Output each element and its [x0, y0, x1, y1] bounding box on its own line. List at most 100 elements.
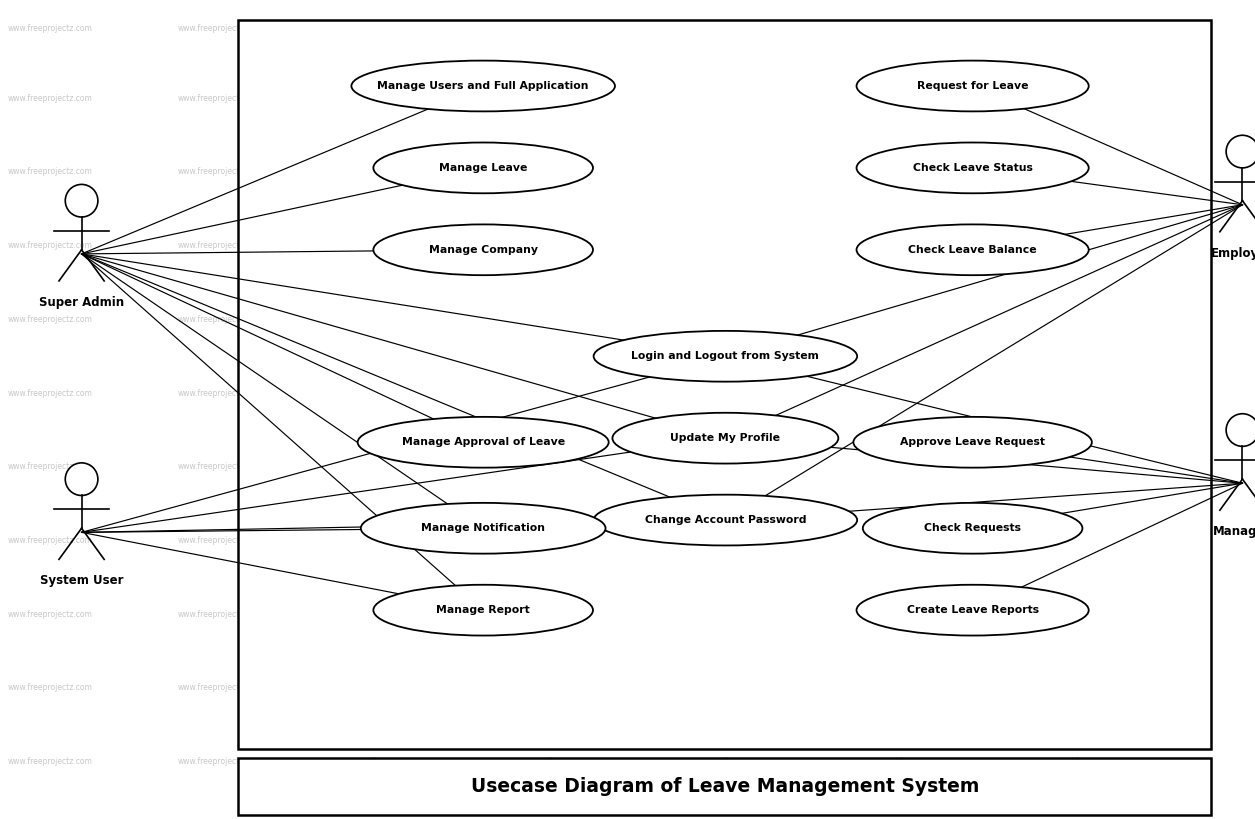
Text: Manage Leave: Manage Leave: [439, 163, 527, 173]
Ellipse shape: [1226, 135, 1255, 168]
Text: Approve Leave Request: Approve Leave Request: [900, 437, 1045, 447]
Text: www.freeprojectz.com: www.freeprojectz.com: [704, 758, 789, 766]
Text: www.freeprojectz.com: www.freeprojectz.com: [528, 389, 614, 397]
Text: www.freeprojectz.com: www.freeprojectz.com: [880, 536, 965, 545]
Text: Check Leave Balance: Check Leave Balance: [909, 245, 1037, 255]
Text: www.freeprojectz.com: www.freeprojectz.com: [353, 389, 438, 397]
Text: www.freeprojectz.com: www.freeprojectz.com: [8, 242, 93, 250]
Text: www.freeprojectz.com: www.freeprojectz.com: [1055, 242, 1141, 250]
Ellipse shape: [1226, 414, 1255, 446]
Ellipse shape: [856, 585, 1089, 636]
Text: www.freeprojectz.com: www.freeprojectz.com: [880, 315, 965, 324]
Text: www.freeprojectz.com: www.freeprojectz.com: [528, 94, 614, 102]
Text: www.freeprojectz.com: www.freeprojectz.com: [1055, 536, 1141, 545]
Text: System User: System User: [40, 574, 123, 587]
Text: Check Requests: Check Requests: [924, 523, 1022, 533]
Text: www.freeprojectz.com: www.freeprojectz.com: [353, 94, 438, 102]
Text: www.freeprojectz.com: www.freeprojectz.com: [8, 25, 93, 33]
Text: www.freeprojectz.com: www.freeprojectz.com: [353, 536, 438, 545]
Ellipse shape: [856, 143, 1089, 193]
Ellipse shape: [374, 585, 592, 636]
Text: www.freeprojectz.com: www.freeprojectz.com: [177, 315, 262, 324]
Text: www.freeprojectz.com: www.freeprojectz.com: [528, 25, 614, 33]
Ellipse shape: [612, 413, 838, 464]
Text: Request for Leave: Request for Leave: [917, 81, 1028, 91]
Text: www.freeprojectz.com: www.freeprojectz.com: [1055, 758, 1141, 766]
Text: www.freeprojectz.com: www.freeprojectz.com: [880, 610, 965, 618]
FancyBboxPatch shape: [238, 20, 1211, 749]
Text: www.freeprojectz.com: www.freeprojectz.com: [1055, 25, 1141, 33]
Text: www.freeprojectz.com: www.freeprojectz.com: [353, 168, 438, 176]
Text: www.freeprojectz.com: www.freeprojectz.com: [177, 242, 262, 250]
Text: www.freeprojectz.com: www.freeprojectz.com: [704, 684, 789, 692]
Text: Manage Company: Manage Company: [429, 245, 537, 255]
Text: www.freeprojectz.com: www.freeprojectz.com: [880, 389, 965, 397]
Text: www.freeprojectz.com: www.freeprojectz.com: [528, 315, 614, 324]
Text: www.freeprojectz.com: www.freeprojectz.com: [880, 758, 965, 766]
Text: Check Leave Status: Check Leave Status: [912, 163, 1033, 173]
Text: www.freeprojectz.com: www.freeprojectz.com: [528, 610, 614, 618]
Text: www.freeprojectz.com: www.freeprojectz.com: [1055, 610, 1141, 618]
Text: www.freeprojectz.com: www.freeprojectz.com: [353, 463, 438, 471]
Ellipse shape: [374, 143, 592, 193]
Ellipse shape: [351, 61, 615, 111]
Text: www.freeprojectz.com: www.freeprojectz.com: [177, 168, 262, 176]
Ellipse shape: [65, 184, 98, 217]
Text: www.freeprojectz.com: www.freeprojectz.com: [8, 463, 93, 471]
Text: www.freeprojectz.com: www.freeprojectz.com: [8, 758, 93, 766]
Text: www.freeprojectz.com: www.freeprojectz.com: [704, 463, 789, 471]
Text: www.freeprojectz.com: www.freeprojectz.com: [8, 315, 93, 324]
Text: www.freeprojectz.com: www.freeprojectz.com: [704, 94, 789, 102]
Ellipse shape: [358, 417, 609, 468]
Text: www.freeprojectz.com: www.freeprojectz.com: [1055, 315, 1141, 324]
Text: www.freeprojectz.com: www.freeprojectz.com: [177, 536, 262, 545]
Text: www.freeprojectz.com: www.freeprojectz.com: [8, 610, 93, 618]
Text: Login and Logout from System: Login and Logout from System: [631, 351, 820, 361]
Text: www.freeprojectz.com: www.freeprojectz.com: [528, 242, 614, 250]
Text: Change Account Password: Change Account Password: [645, 515, 806, 525]
Text: Manage Approval of Leave: Manage Approval of Leave: [402, 437, 565, 447]
Text: www.freeprojectz.com: www.freeprojectz.com: [177, 610, 262, 618]
Text: www.freeprojectz.com: www.freeprojectz.com: [1055, 389, 1141, 397]
Text: www.freeprojectz.com: www.freeprojectz.com: [353, 758, 438, 766]
Text: www.freeprojectz.com: www.freeprojectz.com: [353, 315, 438, 324]
Text: www.freeprojectz.com: www.freeprojectz.com: [177, 389, 262, 397]
Ellipse shape: [856, 224, 1089, 275]
Text: www.freeprojectz.com: www.freeprojectz.com: [880, 463, 965, 471]
Text: www.freeprojectz.com: www.freeprojectz.com: [704, 168, 789, 176]
Text: www.freeprojectz.com: www.freeprojectz.com: [704, 242, 789, 250]
Ellipse shape: [374, 224, 592, 275]
Text: www.freeprojectz.com: www.freeprojectz.com: [880, 94, 965, 102]
Text: www.freeprojectz.com: www.freeprojectz.com: [1055, 463, 1141, 471]
Text: www.freeprojectz.com: www.freeprojectz.com: [880, 168, 965, 176]
Text: www.freeprojectz.com: www.freeprojectz.com: [177, 684, 262, 692]
Text: www.freeprojectz.com: www.freeprojectz.com: [704, 315, 789, 324]
Text: www.freeprojectz.com: www.freeprojectz.com: [8, 94, 93, 102]
Ellipse shape: [594, 495, 857, 545]
Text: www.freeprojectz.com: www.freeprojectz.com: [1055, 94, 1141, 102]
Ellipse shape: [361, 503, 606, 554]
Text: www.freeprojectz.com: www.freeprojectz.com: [704, 610, 789, 618]
Text: www.freeprojectz.com: www.freeprojectz.com: [704, 25, 789, 33]
Text: www.freeprojectz.com: www.freeprojectz.com: [353, 242, 438, 250]
Ellipse shape: [863, 503, 1082, 554]
Text: www.freeprojectz.com: www.freeprojectz.com: [880, 242, 965, 250]
Text: Manager: Manager: [1214, 525, 1255, 538]
Text: Employee: Employee: [1210, 247, 1255, 260]
Text: www.freeprojectz.com: www.freeprojectz.com: [880, 684, 965, 692]
Text: www.freeprojectz.com: www.freeprojectz.com: [880, 25, 965, 33]
Text: www.freeprojectz.com: www.freeprojectz.com: [528, 684, 614, 692]
Text: www.freeprojectz.com: www.freeprojectz.com: [528, 758, 614, 766]
Text: www.freeprojectz.com: www.freeprojectz.com: [8, 536, 93, 545]
Ellipse shape: [853, 417, 1092, 468]
Text: www.freeprojectz.com: www.freeprojectz.com: [353, 684, 438, 692]
Ellipse shape: [856, 61, 1089, 111]
Text: www.freeprojectz.com: www.freeprojectz.com: [353, 25, 438, 33]
Text: www.freeprojectz.com: www.freeprojectz.com: [177, 463, 262, 471]
Text: Update My Profile: Update My Profile: [670, 433, 781, 443]
Text: www.freeprojectz.com: www.freeprojectz.com: [528, 168, 614, 176]
FancyBboxPatch shape: [238, 758, 1211, 815]
Text: Super Admin: Super Admin: [39, 296, 124, 309]
Text: www.freeprojectz.com: www.freeprojectz.com: [528, 463, 614, 471]
Text: www.freeprojectz.com: www.freeprojectz.com: [8, 684, 93, 692]
